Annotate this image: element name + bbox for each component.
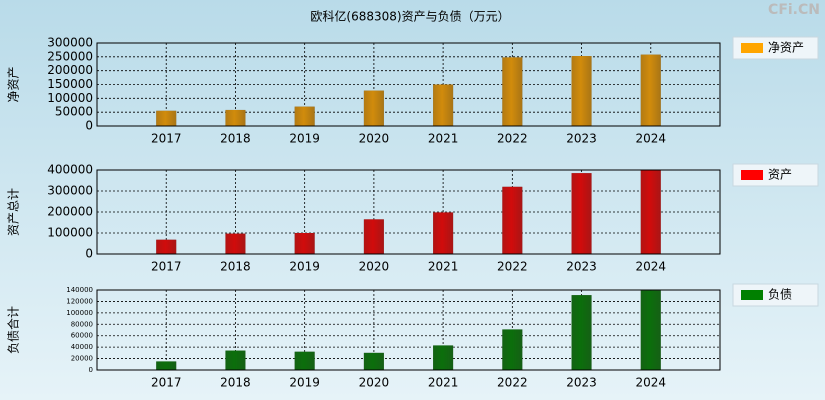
bar <box>502 186 523 254</box>
x-tick-label: 2023 <box>566 260 597 274</box>
y-tick-label: 200000 <box>47 205 93 219</box>
x-tick-label: 2022 <box>497 132 528 146</box>
bar <box>294 106 315 126</box>
bar <box>433 345 454 370</box>
y-tick-label: 300000 <box>47 184 93 198</box>
legend-box <box>732 36 819 60</box>
legend-box <box>732 163 819 187</box>
bar <box>571 56 592 126</box>
legend-label: 负债 <box>768 288 792 302</box>
y-tick-label: 0 <box>85 247 93 261</box>
bar <box>571 173 592 254</box>
x-tick-label: 2021 <box>428 260 459 274</box>
bar <box>363 219 384 254</box>
x-tick-label: 2020 <box>359 260 390 274</box>
plot-frame <box>96 289 721 371</box>
x-tick-label: 2024 <box>636 376 667 390</box>
x-tick-label: 2019 <box>289 132 320 146</box>
y-tick-label: 100000 <box>47 91 93 105</box>
bar <box>433 84 454 126</box>
y-tick-label: 200000 <box>47 63 93 77</box>
y-tick-label: 20000 <box>71 355 93 363</box>
y-tick-label: 150000 <box>47 77 93 91</box>
y-tick-label: 50000 <box>55 105 93 119</box>
legend-box <box>732 283 819 307</box>
plot-frame <box>96 169 721 255</box>
bar <box>433 212 454 254</box>
bar <box>363 352 384 370</box>
y-tick-label: 0 <box>85 119 93 133</box>
x-tick-label: 2021 <box>428 132 459 146</box>
bar <box>156 239 177 254</box>
y-tick-label: 80000 <box>71 320 93 328</box>
y-tick-label: 40000 <box>71 343 93 351</box>
bar <box>640 54 661 127</box>
bar <box>571 295 592 370</box>
x-tick-label: 2017 <box>151 376 182 390</box>
x-tick-label: 2017 <box>151 260 182 274</box>
bar <box>502 57 523 126</box>
bar <box>363 90 384 126</box>
bar <box>225 233 246 254</box>
watermark: CFi.CN <box>768 2 820 18</box>
x-tick-label: 2022 <box>497 260 528 274</box>
x-tick-label: 2019 <box>289 376 320 390</box>
x-tick-label: 2024 <box>636 260 667 274</box>
x-tick-label: 2018 <box>220 376 251 390</box>
plot-frame <box>96 42 721 127</box>
bar <box>640 170 661 254</box>
y-tick-label: 120000 <box>66 297 93 305</box>
bar <box>156 361 177 370</box>
x-tick-label: 2021 <box>428 376 459 390</box>
bar <box>156 110 177 126</box>
bar <box>294 233 315 254</box>
x-tick-label: 2020 <box>359 132 390 146</box>
x-tick-label: 2018 <box>220 260 251 274</box>
y-tick-label: 300000 <box>47 36 93 50</box>
y-axis-label: 资产总计 <box>7 188 21 236</box>
y-tick-label: 250000 <box>47 49 93 63</box>
y-axis-label: 净资产 <box>7 66 21 102</box>
y-tick-label: 400000 <box>47 163 93 177</box>
bar <box>294 351 315 370</box>
x-tick-label: 2022 <box>497 376 528 390</box>
y-tick-label: 0 <box>89 366 93 374</box>
legend-swatch <box>741 43 763 53</box>
y-tick-label: 100000 <box>66 309 93 317</box>
legend-label: 资产 <box>768 168 792 182</box>
bar <box>225 350 246 370</box>
x-tick-label: 2019 <box>289 260 320 274</box>
x-tick-label: 2024 <box>636 132 667 146</box>
x-tick-label: 2023 <box>566 376 597 390</box>
y-tick-label: 60000 <box>71 332 93 340</box>
bar <box>640 290 661 370</box>
x-tick-label: 2018 <box>220 132 251 146</box>
x-tick-label: 2023 <box>566 132 597 146</box>
legend-label: 净资产 <box>768 41 804 55</box>
y-tick-label: 100000 <box>47 226 93 240</box>
chart-title: 欧科亿(688308)资产与负债（万元） <box>310 9 509 24</box>
y-axis-label: 负债合计 <box>6 306 21 354</box>
bar <box>225 109 246 126</box>
legend-swatch <box>741 290 763 300</box>
legend-swatch <box>741 170 763 180</box>
x-tick-label: 2020 <box>359 376 390 390</box>
y-tick-label: 140000 <box>66 286 93 294</box>
bar <box>502 329 523 370</box>
x-tick-label: 2017 <box>151 132 182 146</box>
